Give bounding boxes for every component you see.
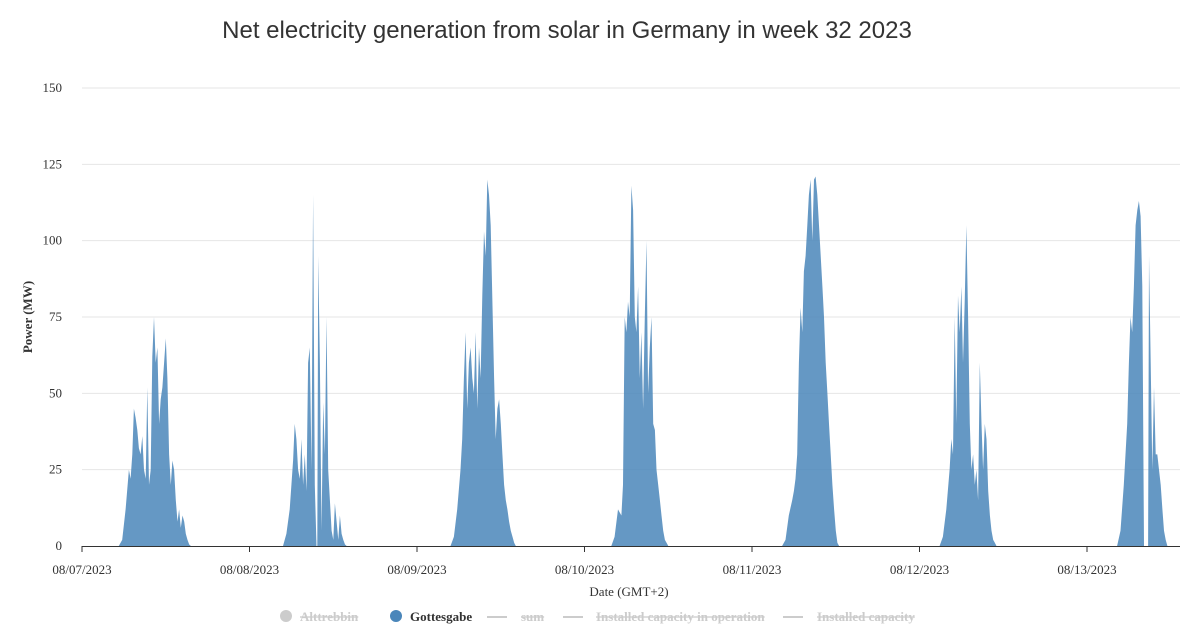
legend: Alttrebbin Gottesgabe sum Installed capacit… [280,609,915,624]
area-day-4[interactable] [752,176,920,547]
legend-item-gottesgabe[interactable]: Gottesgabe [390,609,472,624]
area-series-gottesgabe[interactable] [82,176,1180,547]
y-axis-ticks: 0 25 50 75 100 125 150 [43,80,63,553]
x-tick-label: 08/08/2023 [220,562,279,577]
y-tick-label: 25 [49,462,62,477]
legend-label: Alttrebbin [300,609,359,624]
y-tick-label: 100 [43,233,63,248]
legend-marker [390,610,402,622]
x-tick-label: 08/07/2023 [52,562,111,577]
area-day-3[interactable] [584,185,753,546]
x-tick-label: 08/13/2023 [1057,562,1116,577]
area-day-1[interactable] [249,194,418,546]
legend-marker [280,610,292,622]
x-axis-title: Date (GMT+2) [589,584,668,599]
legend-label: Gottesgabe [410,609,472,624]
y-tick-label: 150 [43,80,63,95]
area-day-5[interactable] [919,225,1088,546]
legend-label: Installed capacity in operation [596,609,765,624]
y-tick-label: 0 [56,538,63,553]
legend-item-installed-capacity[interactable]: Installed capacity [783,609,915,624]
y-tick-label: 125 [43,156,63,171]
area-day-0[interactable] [82,317,250,546]
chart-title: Net electricity generation from solar in… [222,17,912,44]
legend-item-alttrebbin[interactable]: Alttrebbin [280,609,359,624]
y-tick-label: 50 [49,385,62,400]
area-day-2[interactable] [417,179,585,546]
x-tick-label: 08/11/2023 [723,562,782,577]
x-tick-label: 08/09/2023 [387,562,446,577]
x-axis-ticks: 08/07/2023 08/08/2023 08/09/2023 08/10/2023… [52,546,1117,577]
y-tick-label: 75 [49,309,62,324]
x-tick-label: 08/12/2023 [890,562,949,577]
legend-item-installed-capacity-in-operation[interactable]: Installed capacity in operation [563,609,765,624]
x-tick-label: 08/10/2023 [555,562,614,577]
area-day-6[interactable] [1087,201,1180,546]
legend-label: sum [521,609,544,624]
y-axis-title: Power (MW) [20,281,35,353]
legend-item-sum[interactable]: sum [487,609,544,624]
legend-label: Installed capacity [817,609,915,624]
